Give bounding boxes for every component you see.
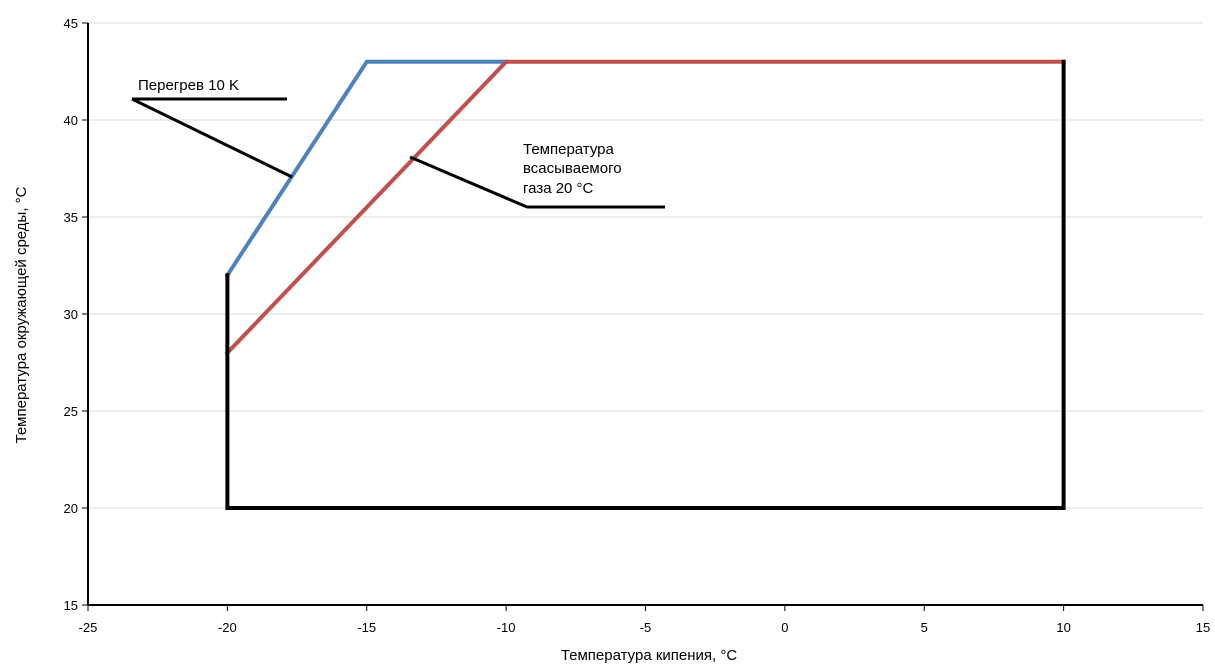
x-tick-label: 0 [781,620,788,635]
y-axis-title: Температура окружающей среды, °C [13,186,30,443]
x-tick-label: -5 [640,620,652,635]
y-tick-label: 15 [64,598,78,613]
y-tick-label: 45 [64,16,78,31]
y-tick-label: 20 [64,501,78,516]
annotation-overheat-leader [131,97,293,179]
annotation-suction-gas-leader [409,155,528,209]
x-tick-label: -25 [79,620,98,635]
x-axis-title: Температура кипения, °C [561,647,738,664]
x-tick-label: -15 [357,620,376,635]
axes [82,22,1204,611]
x-tick-label: 5 [921,620,928,635]
series-line-2 [225,59,1066,510]
x-tick-label: 15 [1196,620,1210,635]
gridlines [88,22,1203,509]
series-line-0 [224,59,509,278]
x-tick-label: 10 [1056,620,1070,635]
y-tick-label: 35 [64,210,78,225]
x-tick-label: -10 [497,620,516,635]
y-tick-labels: 15 20 25 30 35 40 45 [64,16,78,613]
annotation-suction-gas-label-line1: Температура [523,141,615,158]
y-tick-label: 25 [64,404,78,419]
annotation-suction-gas-label-line2: всасываемого [523,160,622,177]
y-tick-label: 30 [64,307,78,322]
annotation-suction-gas-label-line3: газа 20 °C [523,180,594,197]
y-tick-label: 40 [64,113,78,128]
plot-area [224,59,1066,510]
x-tick-labels: -25 -20 -15 -10 -5 0 5 10 15 [79,620,1211,635]
x-tick-label: -20 [218,620,237,635]
series-line-1 [224,59,1066,356]
annotation-overheat-label: Перегрев 10 K [138,77,239,94]
